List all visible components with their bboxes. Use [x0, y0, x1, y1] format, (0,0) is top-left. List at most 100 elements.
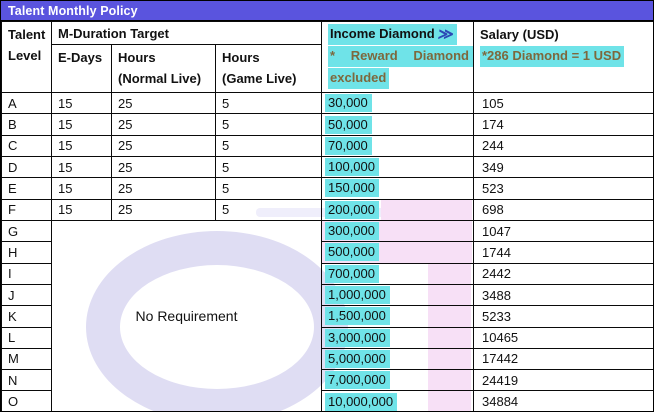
- salary-cell: 5233: [473, 305, 653, 328]
- level-cell: C: [1, 134, 52, 158]
- income-cell: 50,000: [321, 113, 474, 136]
- hours-normal-cell: 25: [111, 92, 216, 115]
- edays-cell: 15: [51, 92, 112, 115]
- level-cell: F: [1, 198, 52, 221]
- hours-normal-line1: Hours: [118, 50, 156, 66]
- hours-game-line2: (Game Live): [222, 71, 297, 87]
- income-header-note-line1: * Reward Diamond: [328, 46, 473, 67]
- salary-cell: 2442: [473, 262, 653, 285]
- income-cell: 300,000: [321, 219, 474, 243]
- income-header-note-line2: excluded: [328, 68, 468, 89]
- level-cell: D: [1, 155, 52, 179]
- hours-game-cell: 5: [215, 177, 322, 200]
- table-row: M 5,000,000 17442: [1, 347, 653, 371]
- much-greater-than-icon: ≫: [437, 26, 456, 43]
- level-cell: L: [1, 326, 52, 349]
- income-cell: 5,000,000: [321, 347, 474, 371]
- level-cell: M: [1, 347, 52, 371]
- income-cell: 1,500,000: [321, 305, 474, 328]
- hours-game-line1: Hours: [222, 50, 260, 66]
- hours-normal-cell: 25: [111, 134, 216, 158]
- income-header-title: Income Diamond: [330, 26, 435, 41]
- hours-game-cell: 5: [215, 198, 322, 221]
- edays-cell: 15: [51, 113, 112, 136]
- table-row: C 15 25 5 70,000 244: [1, 134, 653, 158]
- table-row: B 15 25 5 50,000 174: [1, 113, 653, 136]
- table-row: O 10,000,000 34884: [1, 390, 653, 411]
- salary-cell: 698: [473, 198, 653, 221]
- income-cell: 7,000,000: [321, 369, 474, 392]
- salary-cell: 17442: [473, 347, 653, 371]
- col-header-income-diamond: Income Diamond ≫ * Reward Diamond exclud…: [321, 20, 474, 94]
- col-header-hours-normal: Hours (Normal Live): [111, 44, 216, 94]
- hours-game-cell: 5: [215, 134, 322, 158]
- hours-game-cell: 5: [215, 92, 322, 115]
- level-cell: J: [1, 283, 52, 307]
- salary-cell: 174: [473, 113, 653, 136]
- no-requirement-cell: No Requirement: [51, 219, 322, 411]
- salary-cell: 24419: [473, 369, 653, 392]
- table-row: G No Requirement 300,000 1047: [1, 219, 653, 411]
- salary-cell: 1744: [473, 241, 653, 264]
- level-cell: G: [1, 219, 52, 243]
- col-header-talent-level: Talent Level: [1, 20, 52, 94]
- table-row: K 1,500,000 5233: [1, 305, 653, 328]
- col-header-salary: Salary (USD) *286 Diamond = 1 USD: [473, 20, 653, 94]
- col-header-e-days: E-Days: [51, 44, 112, 94]
- edays-cell: 15: [51, 155, 112, 179]
- table-row: L 3,000,000 10465: [1, 326, 653, 349]
- note-asterisk: *: [330, 48, 336, 63]
- hours-normal-cell: 25: [111, 198, 216, 221]
- level-cell: H: [1, 241, 52, 264]
- hours-normal-line2: (Normal Live): [118, 71, 202, 87]
- note-word-diamond: Diamond: [413, 48, 469, 63]
- hours-game-cell: 5: [215, 155, 322, 179]
- level-cell: K: [1, 305, 52, 328]
- income-cell: 700,000: [321, 262, 474, 285]
- talent-header-line2: Level: [8, 48, 42, 63]
- table-row: F 15 25 5 200,000 698: [1, 198, 653, 221]
- col-header-m-duration: M-Duration Target: [51, 20, 322, 46]
- col-header-hours-game: Hours (Game Live): [215, 44, 322, 94]
- income-cell: 150,000: [321, 177, 474, 200]
- table-row: A 15 25 5 30,000 105: [1, 92, 653, 115]
- table-row: I 700,000 2442: [1, 262, 653, 285]
- level-cell: O: [1, 390, 52, 411]
- hours-normal-cell: 25: [111, 177, 216, 200]
- note-word-reward: Reward: [350, 48, 398, 63]
- salary-cell: 244: [473, 134, 653, 158]
- level-cell: B: [1, 113, 52, 136]
- level-cell: E: [1, 177, 52, 200]
- income-cell: 3,000,000: [321, 326, 474, 349]
- table-row: E 15 25 5 150,000 523: [1, 177, 653, 200]
- table-row: J 1,000,000 3488: [1, 283, 653, 307]
- talent-policy-table: Talent Level M-Duration Target Income Di…: [1, 20, 653, 411]
- edays-cell: 15: [51, 198, 112, 221]
- edays-cell: 15: [51, 134, 112, 158]
- salary-cell: 1047: [473, 219, 653, 243]
- salary-cell: 349: [473, 155, 653, 179]
- table-row: D 15 25 5 100,000 349: [1, 155, 653, 179]
- table-row: N 7,000,000 24419: [1, 369, 653, 392]
- salary-conversion-note: *286 Diamond = 1 USD: [480, 46, 625, 67]
- salary-cell: 523: [473, 177, 653, 200]
- salary-cell: 105: [473, 92, 653, 115]
- income-cell: 100,000: [321, 155, 474, 179]
- title-banner: Talent Monthly Policy: [1, 1, 653, 21]
- talent-header-line1: Talent: [8, 27, 46, 42]
- hours-game-cell: 5: [215, 113, 322, 136]
- income-cell: 70,000: [321, 134, 474, 158]
- income-cell: 10,000,000: [321, 390, 474, 411]
- salary-cell: 3488: [473, 283, 653, 307]
- level-cell: N: [1, 369, 52, 392]
- income-cell: 30,000: [321, 92, 474, 115]
- income-cell: 1,000,000: [321, 283, 474, 307]
- income-header-title-line: Income Diamond ≫: [328, 24, 468, 45]
- level-cell: I: [1, 262, 52, 285]
- salary-cell: 10465: [473, 326, 653, 349]
- income-cell: 200,000: [321, 198, 474, 221]
- level-cell: A: [1, 92, 52, 115]
- hours-normal-cell: 25: [111, 155, 216, 179]
- hours-normal-cell: 25: [111, 113, 216, 136]
